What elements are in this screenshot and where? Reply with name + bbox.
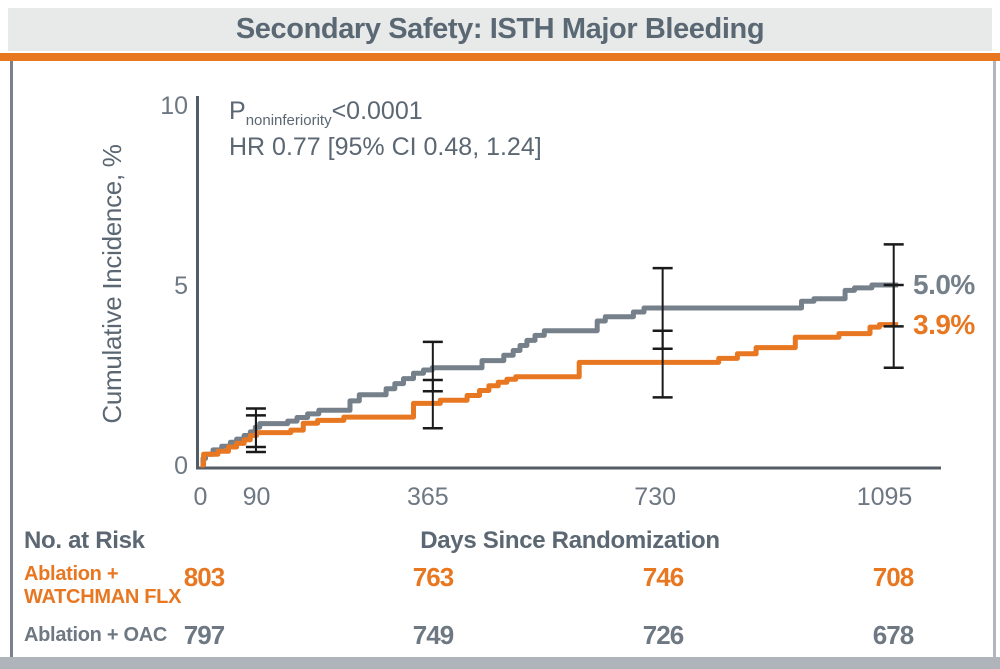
x-tick-label: 0 [194,483,208,511]
x-axis-title: Days Since Randomization [420,527,720,554]
hazard-ratio-annotation: HR 0.77 [95% CI 0.48, 1.24] [229,133,542,161]
risk-row-label-line: WATCHMAN FLX [24,586,182,608]
page-title: Secondary Safety: ISTH Major Bleeding [235,13,765,45]
y-axis-title: Cumulative Incidence, % [97,144,127,424]
risk-row-label-watchman: Ablation + WATCHMAN FLX [24,563,181,609]
risk-row-label-oac: Ablation + OAC [24,624,167,647]
p-prefix: P [229,97,246,125]
risk-value: 678 [872,620,914,650]
x-tick-label: 730 [634,483,676,511]
x-tick-label: 90 [243,483,271,511]
p-subscript: noninferiority [245,112,332,129]
frame-border-bottom [0,657,1000,669]
risk-row-label-line: Ablation + OAC [24,624,168,646]
risk-value: 763 [412,562,454,592]
frame-border-left [10,61,13,657]
risk-value: 797 [183,620,225,650]
y-tick-label: 5 [174,272,188,300]
orange-divider [0,53,1000,61]
x-tick-label: 1095 [857,483,913,511]
risk-row-label-line: Ablation + [24,563,119,585]
frame-border-right [993,61,996,657]
end-label-watchman: 3.9% [913,309,975,340]
risk-value: 726 [642,620,684,650]
y-tick-label: 10 [160,92,188,120]
title-band: Secondary Safety: ISTH Major Bleeding [8,8,992,51]
x-tick-label: 365 [407,483,449,511]
risk-value: 746 [642,562,684,592]
km-curve-watchman [200,322,899,468]
risk-value: 708 [872,562,914,592]
end-label-oac: 5.0% [913,269,975,300]
risk-value: 803 [183,562,225,592]
risk-table-heading: No. at Risk [24,527,145,554]
y-tick-label: 0 [174,452,188,480]
p-value: <0.0001 [331,97,423,125]
risk-value: 749 [412,620,454,650]
p-value-annotation: Pnoninferiority<0.0001 [229,97,423,129]
